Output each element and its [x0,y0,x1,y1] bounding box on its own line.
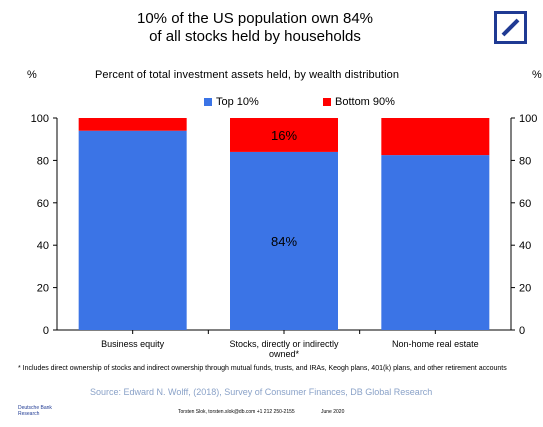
footer-org-line-1: Deutsche Bank [18,405,52,411]
chart-title: 10% of the US population own 84% of all … [40,10,470,46]
legend-swatch-bottom-90 [323,98,331,106]
x-tick-label-2: Non-home real estate [392,339,479,349]
legend-label-bottom-90: Bottom 90% [335,96,395,108]
source-note: Source: Edward N. Wolff, (2018), Survey … [90,387,433,397]
bar-bottom-90-0 [78,118,187,131]
y-tick-label-left-20: 20 [37,283,49,295]
footnote: * Includes direct ownership of stocks an… [18,365,507,372]
y-tick-label-left-40: 40 [37,240,49,252]
legend-item-top-10: Top 10% [204,96,259,108]
bar-top-10-1 [230,151,338,330]
y-tick-label-right-60: 60 [519,198,531,210]
y-tick-label-left-100: 100 [31,113,49,125]
right-axis-unit: % [532,69,542,81]
y-tick-label-left-80: 80 [37,155,49,167]
x-tick-label-0: Business equity [101,339,165,349]
chart-subtitle: Percent of total investment assets held,… [95,69,400,81]
legend-item-bottom-90: Bottom 90% [323,96,395,108]
y-tick-label-left-60: 60 [37,198,49,210]
y-tick-label-right-80: 80 [519,155,531,167]
legend-label-top-10: Top 10% [216,96,259,108]
deutsche-bank-logo-icon [494,11,527,44]
bar-bottom-90-1 [230,118,338,152]
y-tick-label-right-100: 100 [519,113,537,125]
left-axis-unit: % [27,69,37,81]
footer-org-line-2: Research [18,411,40,417]
footer-contact: Torsten Slok, torsten.slok@db.com +1 212… [178,409,295,415]
bar-bottom-90-2 [381,118,490,156]
y-tick-label-right-20: 20 [519,283,531,295]
bar-top-10-0 [78,130,187,330]
x-tick-label-1: Stocks, directly or indirectly owned* [229,339,339,359]
y-tick-label-right-40: 40 [519,240,531,252]
bar-top-10-2 [381,155,490,330]
footer-date: June 2020 [321,409,345,415]
data-label-1: 84% [271,234,297,249]
footer-org: Deutsche Bank Research [18,405,52,417]
legend-swatch-top-10 [204,98,212,106]
y-tick-label-left-0: 0 [43,325,49,337]
title-line-1: 10% of the US population own 84% [137,10,373,27]
title-line-2: of all stocks held by households [149,28,361,45]
y-tick-label-right-0: 0 [519,325,525,337]
data-label-0: 16% [271,128,297,143]
